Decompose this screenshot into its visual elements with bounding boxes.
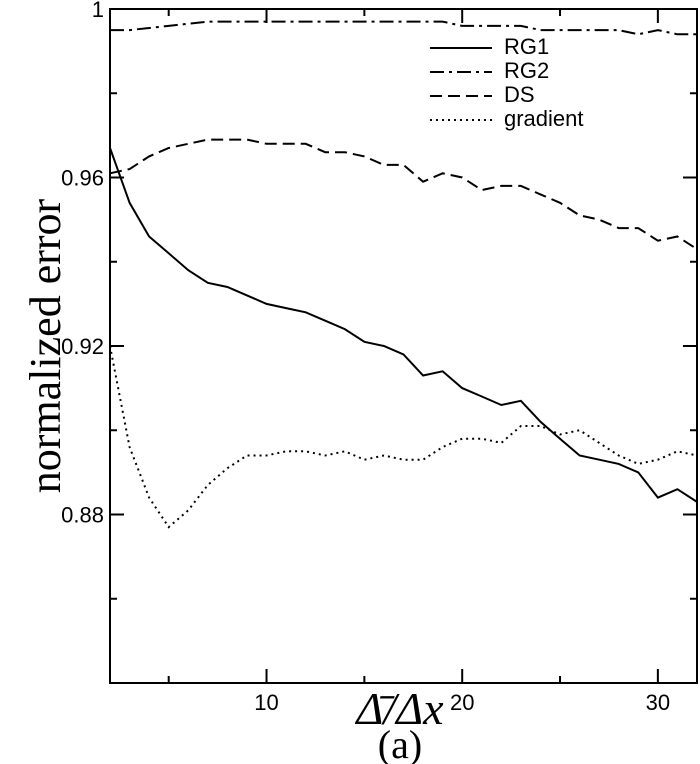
y-tick-label: 1	[92, 0, 104, 22]
series-line	[109, 345, 698, 529]
legend-label: gradient	[504, 106, 584, 131]
legend-label: DS	[504, 82, 535, 107]
x-tick-label: 10	[254, 690, 278, 715]
plot-frame	[109, 8, 698, 684]
series-line	[109, 138, 698, 250]
legend-label: RG2	[504, 58, 549, 83]
y-tick-label: 0.96	[61, 166, 104, 191]
legend-label: RG1	[504, 34, 549, 59]
series-line	[110, 20, 697, 36]
caption: (a)	[378, 722, 422, 764]
y-tick-label: 0.92	[61, 334, 104, 359]
x-tick-label: 30	[646, 690, 670, 715]
series-line	[109, 147, 698, 503]
x-tick-label: 20	[450, 690, 474, 715]
y-axis-label: normalized error	[21, 198, 70, 493]
y-tick-label: 0.88	[61, 503, 104, 528]
x-axis-label: Δ̄/Δx	[354, 683, 444, 734]
